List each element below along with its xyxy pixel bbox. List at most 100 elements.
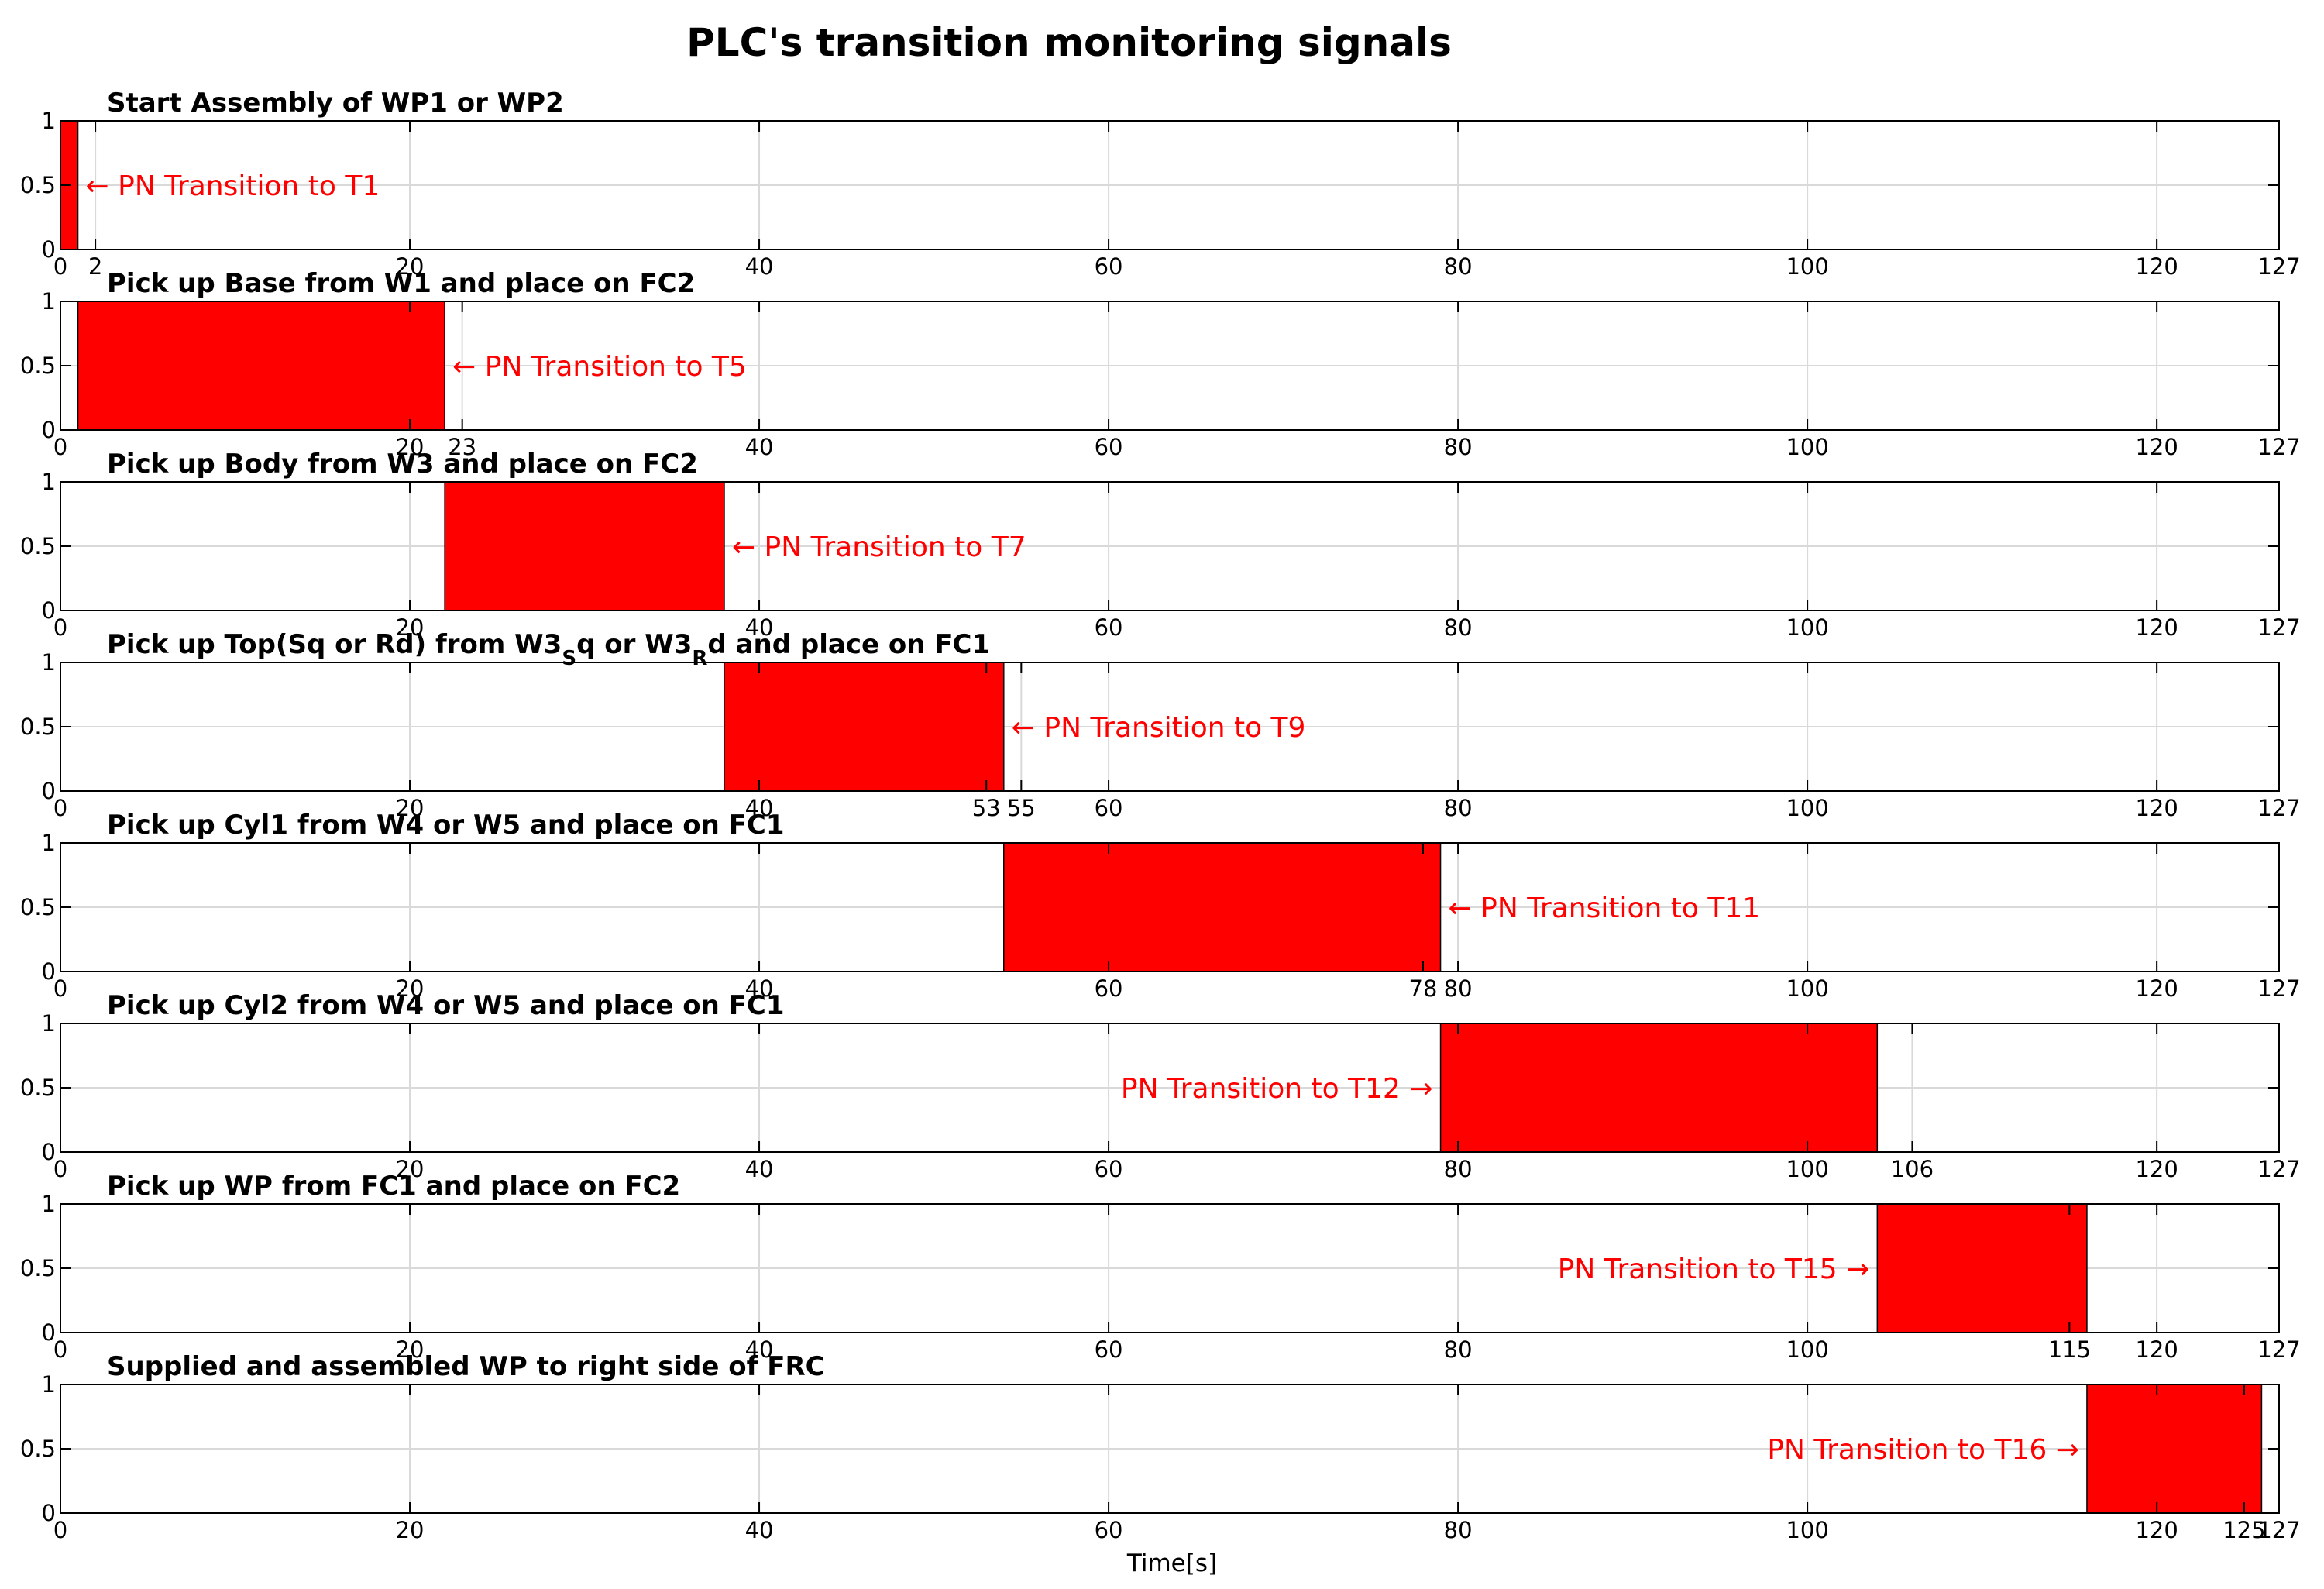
- x-tick-label: 40: [745, 253, 774, 280]
- y-tick-label: 0.5: [20, 1075, 56, 1101]
- subplot-title: Pick up Top(Sq or Rd) from W3Sq or W3Rd …: [107, 629, 990, 670]
- x-tick-label: 40: [745, 795, 774, 821]
- x-tick-label: 80: [1444, 975, 1473, 1002]
- x-tick-label: 80: [1444, 614, 1473, 641]
- y-tick-label: 1: [42, 1371, 56, 1398]
- x-tick-label: 40: [745, 1336, 774, 1363]
- x-tick-label: 0: [53, 1336, 67, 1363]
- x-axis-label: Time[s]: [1126, 1549, 1217, 1577]
- transition-annotation: ← PN Transition to T9: [1012, 712, 1306, 744]
- x-tick-label: 120: [2135, 795, 2178, 821]
- x-tick-label: 127: [2257, 795, 2300, 821]
- x-tick-label: 80: [1444, 434, 1473, 460]
- transition-annotation: PN Transition to T15 →: [1558, 1254, 1870, 1285]
- x-tick-label: 120: [2135, 1517, 2178, 1543]
- x-tick-label: 0: [53, 1156, 67, 1182]
- subplot-7: 0 0.5 1 0 20 40 60 80 100 120 127 115 Pick up WP fro…: [20, 1171, 2301, 1363]
- x-tick-label: 20: [396, 1336, 425, 1363]
- x-tick-label: 40: [745, 975, 774, 1002]
- y-tick-label: 0.5: [20, 894, 56, 920]
- transition-annotation: PN Transition to T16 →: [1767, 1434, 2079, 1466]
- y-tick-label: 1: [42, 288, 56, 315]
- x-tick-label: 40: [745, 1156, 774, 1182]
- y-tick-label: 1: [42, 469, 56, 495]
- x-tick-label: 20: [396, 795, 425, 821]
- x-tick-label: 80: [1444, 795, 1473, 821]
- y-tick-label: 1: [42, 1191, 56, 1217]
- title-subscript: R: [692, 647, 707, 670]
- y-tick-label: 0.5: [20, 172, 56, 198]
- x-tick-label: 60: [1095, 1336, 1123, 1363]
- x-tick-label: 20: [396, 253, 425, 280]
- subplot-1: 0 0.5 1 0 20 40 60 80 100 120 127 2 Start Assembly o…: [20, 88, 2301, 280]
- x-tick-label: 100: [1786, 253, 1828, 280]
- y-tick-label: 0: [42, 1319, 56, 1346]
- pulse-bar: [2086, 1384, 2263, 1514]
- x-tick-label: 80: [1444, 1156, 1473, 1182]
- y-tick-label: 0: [42, 236, 56, 263]
- x-tick-label: 120: [2135, 253, 2178, 280]
- subplot-title: Start Assembly of WP1 or WP2: [107, 88, 564, 119]
- x-tick-label: 0: [53, 253, 67, 280]
- transition-annotation: ← PN Transition to T7: [732, 531, 1026, 563]
- y-tick-label: 0.5: [20, 1255, 56, 1281]
- x-tick-label: 78: [1409, 975, 1438, 1002]
- subplot-6: 0 0.5 1 0 20 40 60 80 100 120 127 106 Pick up Cyl2 f…: [20, 990, 2301, 1182]
- pulse-bar: [1003, 842, 1442, 972]
- x-tick-label: 100: [1786, 1156, 1828, 1182]
- x-tick-label: 127: [2257, 253, 2300, 280]
- y-tick-label: 0.5: [20, 1436, 56, 1462]
- x-tick-label: 0: [53, 1517, 67, 1543]
- y-tick-label: 0: [42, 597, 56, 624]
- transition-annotation: ← PN Transition to T1: [86, 170, 380, 202]
- x-tick-label: 120: [2135, 1336, 2178, 1363]
- subplot-3: 0 0.5 1 0 20 40 60 80 100 120 127 Pick up Body from…: [20, 449, 2301, 641]
- x-tick-label: 120: [2135, 614, 2178, 641]
- x-tick-label: 60: [1095, 1156, 1123, 1182]
- y-tick-label: 1: [42, 1010, 56, 1037]
- x-tick-label: 40: [745, 614, 774, 641]
- x-tick-label: 40: [745, 1517, 774, 1543]
- y-tick-label: 0: [42, 1139, 56, 1165]
- x-tick-label: 100: [1786, 975, 1828, 1002]
- y-tick-label: 0.5: [20, 353, 56, 379]
- x-tick-label: 23: [448, 434, 476, 460]
- y-tick-label: 1: [42, 649, 56, 676]
- y-tick-label: 0: [42, 958, 56, 985]
- pulse-bar: [444, 481, 725, 611]
- x-tick-label: 40: [745, 434, 774, 460]
- x-tick-label: 20: [396, 1156, 425, 1182]
- x-tick-label: 80: [1444, 1336, 1473, 1363]
- subplot-2: 0 0.5 1 0 20 40 60 80 100 120 127 23 Pick up Base fr…: [20, 268, 2301, 460]
- x-tick-label: 127: [2257, 1336, 2300, 1363]
- x-tick-label: 20: [396, 434, 425, 460]
- transition-annotation: PN Transition to T12 →: [1121, 1073, 1433, 1105]
- pulse-bar: [724, 662, 1005, 792]
- y-tick-label: 1: [42, 108, 56, 134]
- x-tick-label: 127: [2257, 1156, 2300, 1182]
- subplot-4: 0 0.5 1 0 20 40 60 80 100 120 127 53 55 Pick up Top(S…: [20, 629, 2301, 821]
- x-tick-label: 100: [1786, 434, 1828, 460]
- x-tick-label: 0: [53, 614, 67, 641]
- y-tick-label: 0: [42, 778, 56, 804]
- chart-title: PLC's transition monitoring signals: [686, 20, 1452, 65]
- x-tick-label: 20: [396, 614, 425, 641]
- x-tick-label: 100: [1786, 1517, 1828, 1543]
- x-tick-label: 100: [1786, 614, 1828, 641]
- subplot-title: Pick up WP from FC1 and place on FC2: [107, 1171, 680, 1202]
- subplot-5: 0 0.5 1 0 20 40 60 80 100 120 127 78 Pick up Cyl1 fr…: [20, 810, 2301, 1002]
- x-tick-label: 80: [1444, 253, 1473, 280]
- x-tick-label: 55: [1007, 795, 1036, 821]
- x-tick-label: 120: [2135, 975, 2178, 1002]
- x-tick-label: 100: [1786, 795, 1828, 821]
- pulse-bar: [1876, 1203, 2088, 1333]
- y-tick-label: 0.5: [20, 714, 56, 740]
- x-tick-label: 100: [1786, 1336, 1828, 1363]
- x-tick-label: 53: [972, 795, 1001, 821]
- x-tick-label: 120: [2135, 1156, 2178, 1182]
- pulse-bar: [77, 301, 445, 431]
- transition-annotation: ← PN Transition to T5: [452, 351, 747, 383]
